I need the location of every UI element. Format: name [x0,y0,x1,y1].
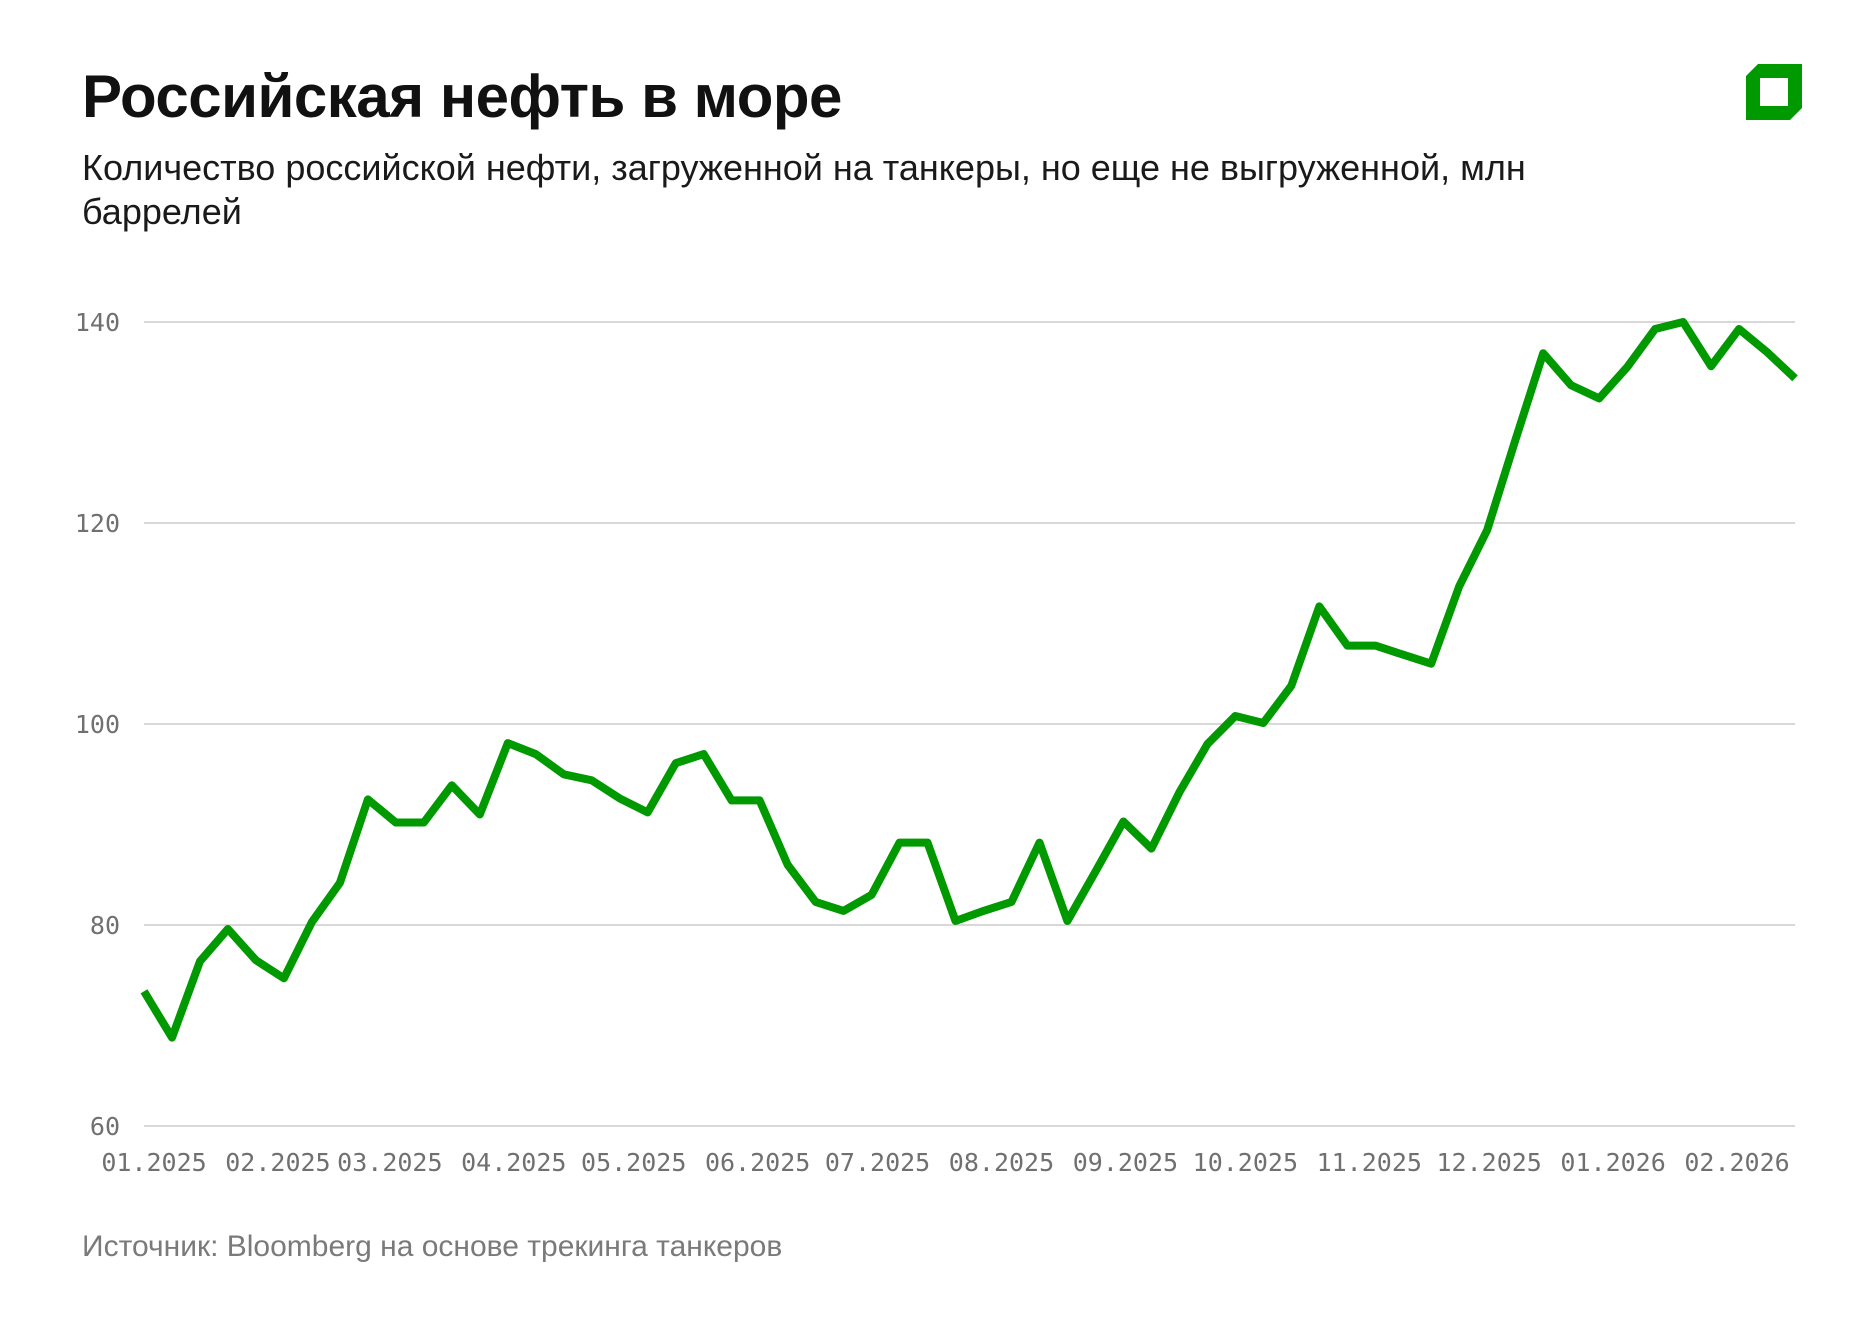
x-tick-label: 07.2025 [825,1148,930,1177]
y-tick-label: 60 [90,1112,120,1141]
y-tick-label: 80 [90,911,120,940]
chart-title: Российская нефть в море [82,63,842,130]
x-tick-label: 12.2025 [1437,1148,1542,1177]
data-line [140,318,1798,1042]
x-tick-label: 10.2025 [1193,1148,1298,1177]
x-tick-label: 05.2025 [581,1148,686,1177]
x-tick-label: 02.2025 [225,1148,330,1177]
x-tick-label: 11.2025 [1317,1148,1422,1177]
x-tick-label: 08.2025 [949,1148,1054,1177]
y-tick-label: 140 [75,308,120,337]
green-square-logo-icon [1746,64,1802,120]
x-tick-label: 01.2025 [101,1148,206,1177]
x-tick-label: 04.2025 [461,1148,566,1177]
x-tick-label: 06.2025 [705,1148,810,1177]
source-note: Источник: Bloomberg на основе трекинга т… [82,1230,783,1263]
x-tick-label: 02.2026 [1684,1148,1789,1177]
y-tick-label: 100 [75,710,120,739]
y-tick-label: 120 [75,509,120,538]
x-tick-label: 09.2025 [1073,1148,1178,1177]
x-tick-label: 01.2026 [1560,1148,1665,1177]
x-tick-label: 03.2025 [337,1148,442,1177]
chart-subtitle: Количество российской нефти, загруженной… [82,147,1526,232]
